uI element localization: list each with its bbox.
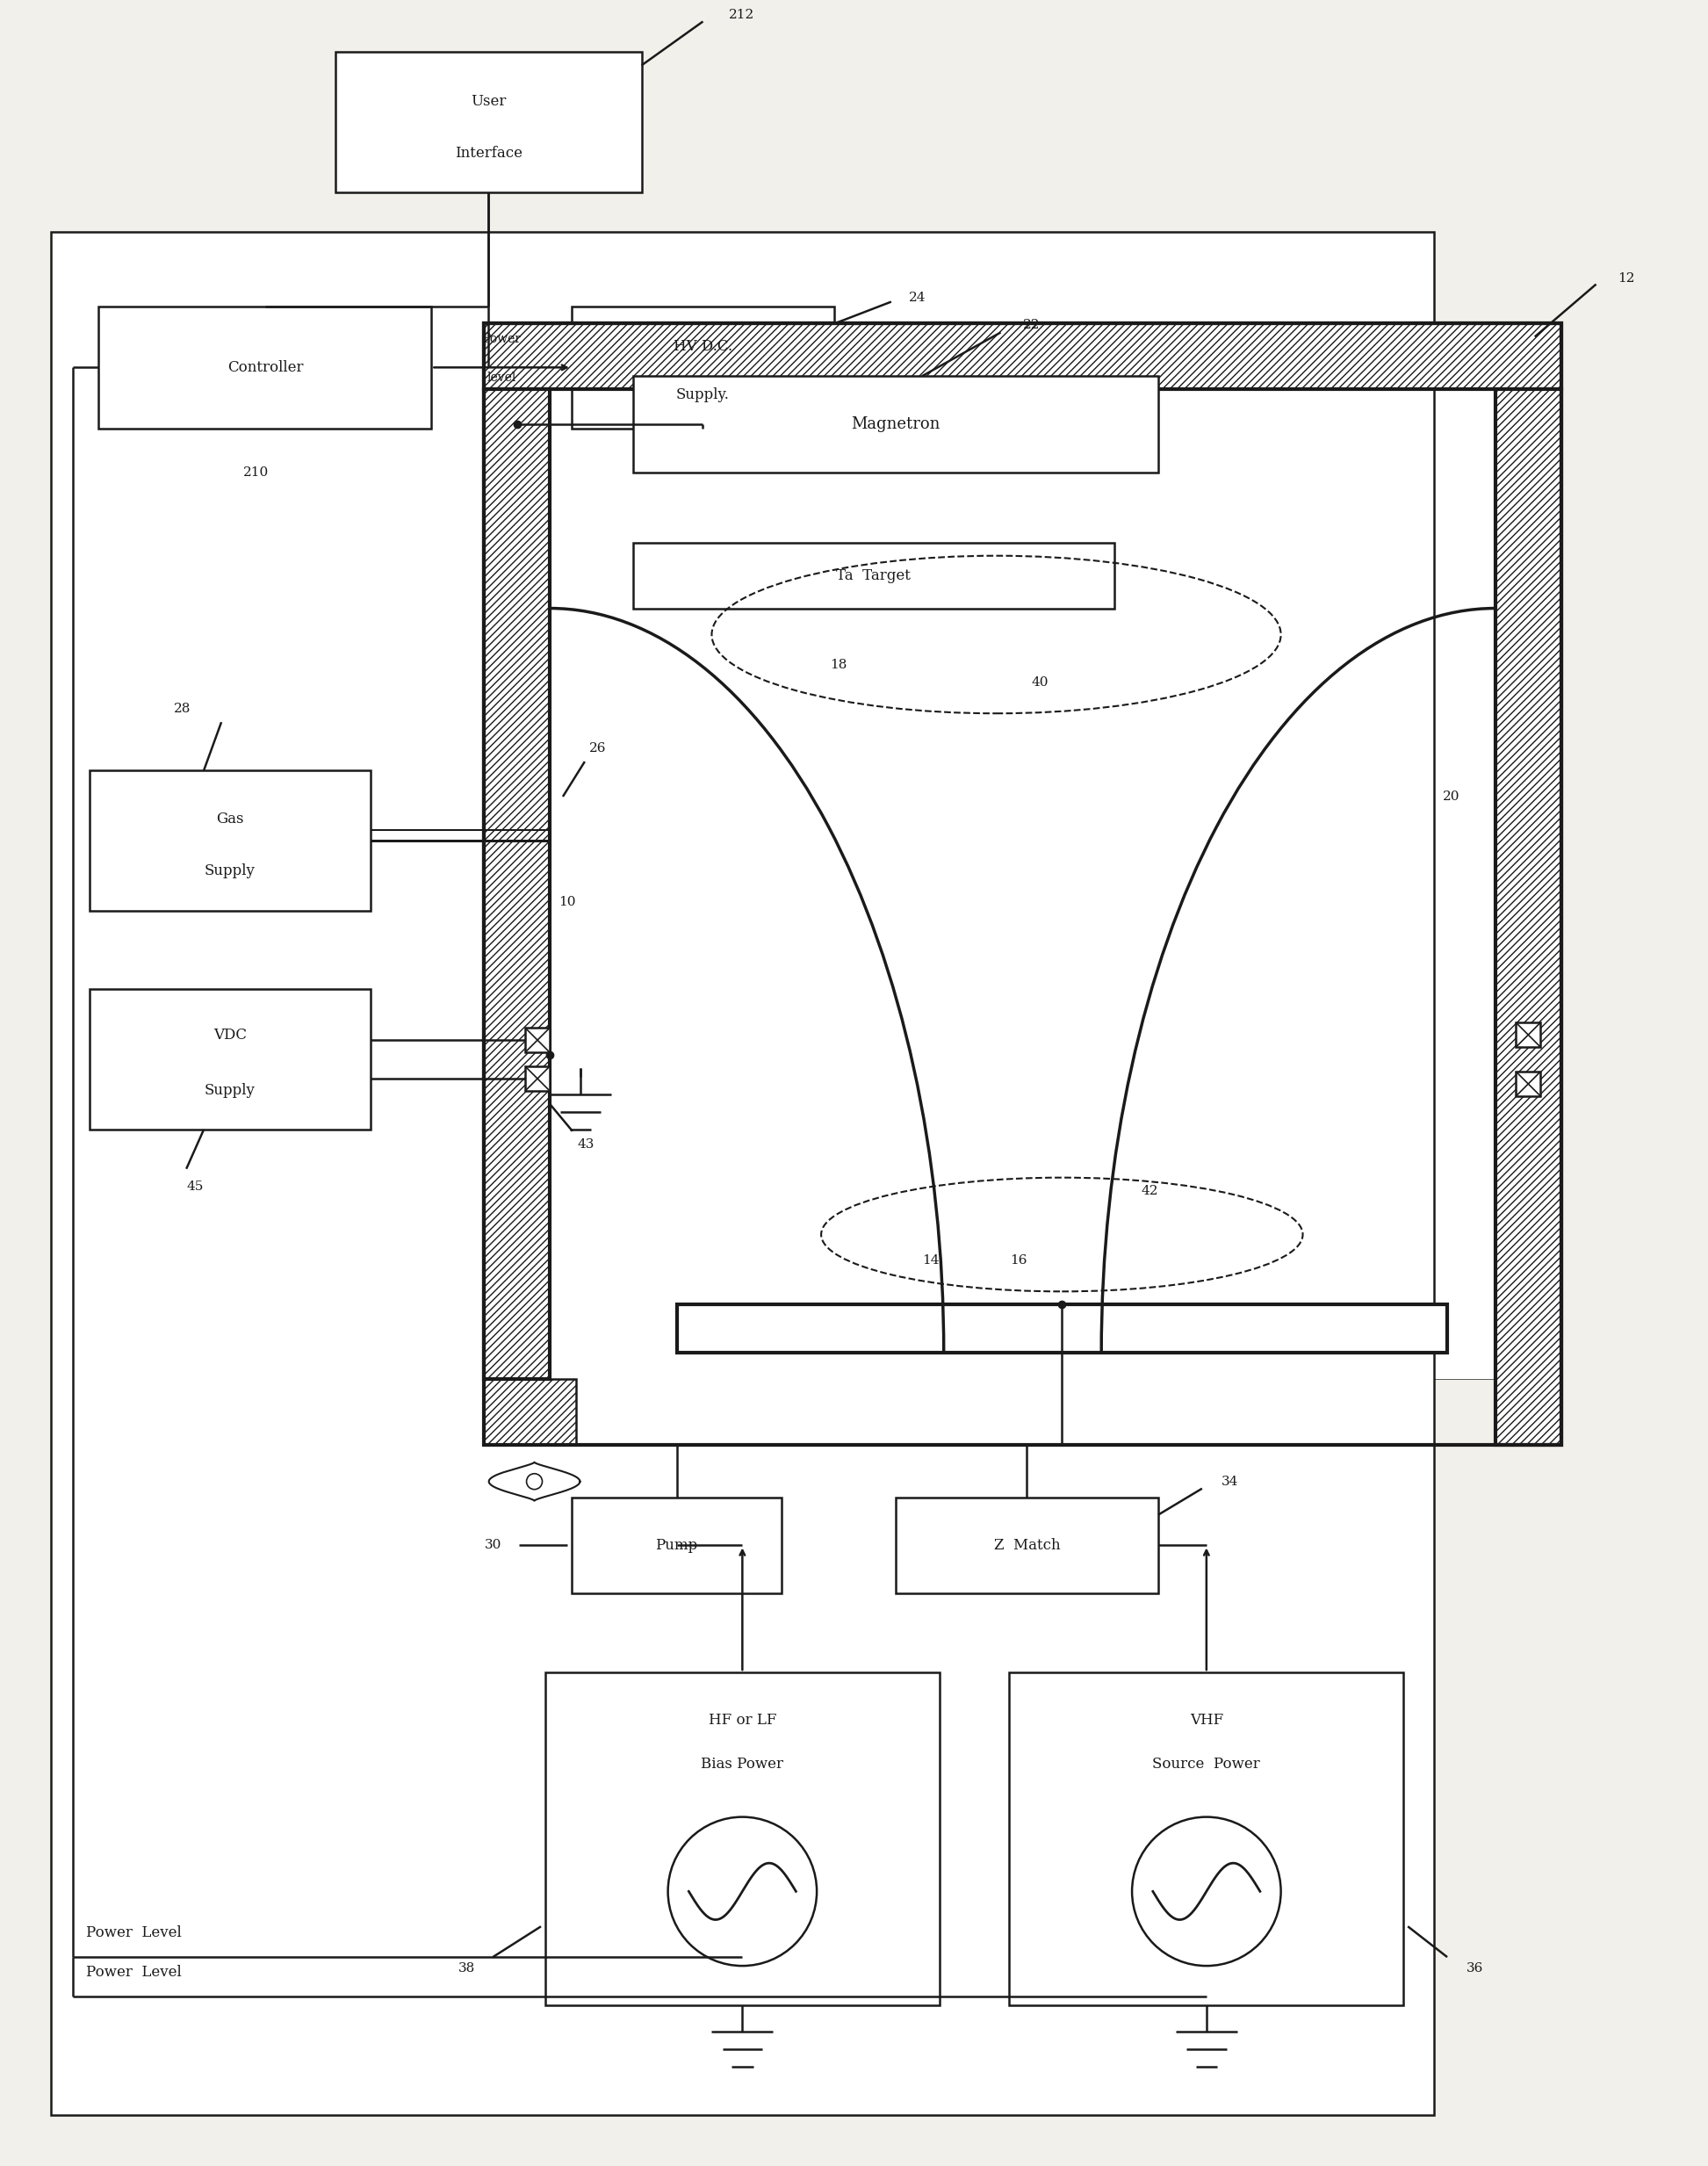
Bar	[545, 1672, 939, 2006]
Text: User: User	[471, 93, 506, 108]
Text: Z  Match: Z Match	[994, 1538, 1061, 1553]
Bar	[1009, 1672, 1404, 2006]
Text: level: level	[487, 373, 516, 383]
Bar	[676, 1304, 1447, 1354]
Text: 14: 14	[922, 1254, 939, 1267]
Text: 12: 12	[1617, 273, 1635, 284]
Text: HF or LF: HF or LF	[709, 1713, 777, 1728]
Bar	[335, 52, 642, 193]
Bar	[483, 323, 1561, 1445]
Bar	[524, 1066, 550, 1092]
Text: VHF: VHF	[1190, 1713, 1223, 1728]
Text: Supply: Supply	[205, 1083, 256, 1098]
Bar	[1496, 390, 1561, 1445]
Text: Ta  Target: Ta Target	[837, 567, 910, 583]
Text: Controller: Controller	[227, 360, 302, 375]
Bar	[572, 305, 834, 429]
Text: Bias Power: Bias Power	[700, 1757, 784, 1772]
Text: Supply: Supply	[205, 864, 256, 879]
Text: Magnetron: Magnetron	[851, 416, 939, 433]
Bar	[483, 390, 550, 1380]
Text: Source  Power: Source Power	[1153, 1757, 1261, 1772]
Text: 38: 38	[458, 1962, 475, 1975]
Bar	[550, 390, 1496, 1380]
Bar	[91, 990, 371, 1128]
Text: 42: 42	[1141, 1185, 1158, 1198]
Text: HV D.C.: HV D.C.	[673, 340, 733, 353]
Text: Gas: Gas	[217, 812, 244, 827]
Text: Supply.: Supply.	[676, 388, 729, 403]
Text: Power: Power	[482, 334, 521, 347]
Text: 16: 16	[1009, 1254, 1027, 1267]
Text: 43: 43	[577, 1137, 594, 1150]
Circle shape	[526, 1473, 541, 1490]
Bar	[634, 377, 1158, 472]
Bar	[91, 771, 371, 910]
Bar	[524, 1029, 550, 1053]
Bar	[1517, 1072, 1541, 1096]
Text: 212: 212	[729, 9, 755, 22]
Bar	[572, 1497, 782, 1594]
Text: 28: 28	[174, 704, 191, 715]
Text: Power  Level: Power Level	[85, 1926, 181, 1941]
Bar	[1517, 1022, 1541, 1046]
Text: 20: 20	[1443, 791, 1460, 804]
Text: 45: 45	[186, 1180, 203, 1193]
Text: VDC: VDC	[214, 1029, 246, 1044]
Text: 210: 210	[244, 466, 270, 479]
Text: 26: 26	[589, 743, 606, 754]
Text: 18: 18	[830, 658, 847, 671]
Text: 36: 36	[1467, 1962, 1484, 1975]
Bar	[483, 323, 1561, 390]
Bar	[51, 232, 1435, 2114]
Bar	[895, 1497, 1158, 1594]
Bar	[634, 544, 1115, 609]
Text: 10: 10	[559, 895, 576, 908]
Text: Pump: Pump	[656, 1538, 699, 1553]
Text: 30: 30	[485, 1540, 502, 1551]
Text: Interface: Interface	[454, 145, 523, 160]
Bar	[99, 305, 432, 429]
Text: 22: 22	[1023, 318, 1040, 331]
Text: 34: 34	[1221, 1475, 1238, 1488]
Bar	[483, 1380, 576, 1445]
Text: 40: 40	[1032, 676, 1049, 689]
Text: 24: 24	[909, 290, 926, 303]
Text: Power  Level: Power Level	[85, 1965, 181, 1980]
